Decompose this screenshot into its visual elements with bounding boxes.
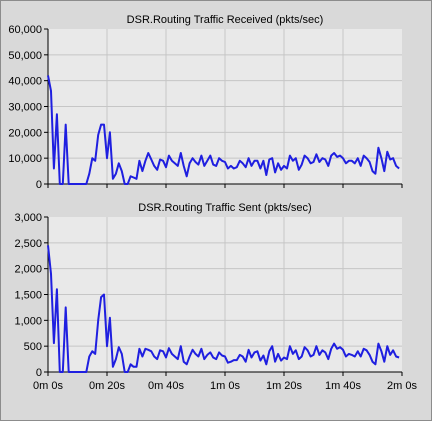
y-tick-label: 0 — [36, 179, 42, 191]
x-tick-label: 0m 0s — [33, 380, 63, 392]
x-tick-label: 0m 20s — [89, 380, 126, 392]
chart-panel-2: DSR.Routing Traffic Sent (pkts/sec) 0 500 1… — [14, 202, 417, 392]
y-tick-label: 50,000 — [8, 50, 42, 62]
y-tick-label: 1,500 — [14, 290, 42, 302]
x-tick-label: 1m 40s — [325, 380, 362, 392]
y-tick-label: 1,000 — [14, 315, 42, 327]
chart-panel-1: DSR.Routing Traffic Received (pkts/sec) 0… — [8, 14, 403, 191]
y-tick-label: 2,000 — [14, 264, 42, 276]
chart-title: DSR.Routing Traffic Received (pkts/sec) — [127, 14, 324, 26]
series-line — [47, 75, 400, 185]
y-tick-label: 10,000 — [8, 153, 42, 165]
y-tick-label: 3,000 — [14, 212, 42, 224]
x-tick-label: 1m 0s — [210, 380, 240, 392]
y-tick-label: 60,000 — [8, 24, 42, 36]
y-tick-label: 30,000 — [8, 102, 42, 114]
y-tick-label: 20,000 — [8, 127, 42, 139]
x-tick-label: 2m 0s — [387, 380, 417, 392]
y-tick-label: 2,500 — [14, 238, 42, 250]
y-tick-label: 500 — [24, 341, 42, 353]
y-tick-label: 40,000 — [8, 76, 42, 88]
chart-title: DSR.Routing Traffic Sent (pkts/sec) — [138, 202, 311, 214]
x-tick-label: 0m 40s — [148, 380, 185, 392]
y-tick-label: 0 — [36, 367, 42, 379]
x-tick-label: 1m 20s — [266, 380, 303, 392]
series-line — [47, 245, 400, 373]
